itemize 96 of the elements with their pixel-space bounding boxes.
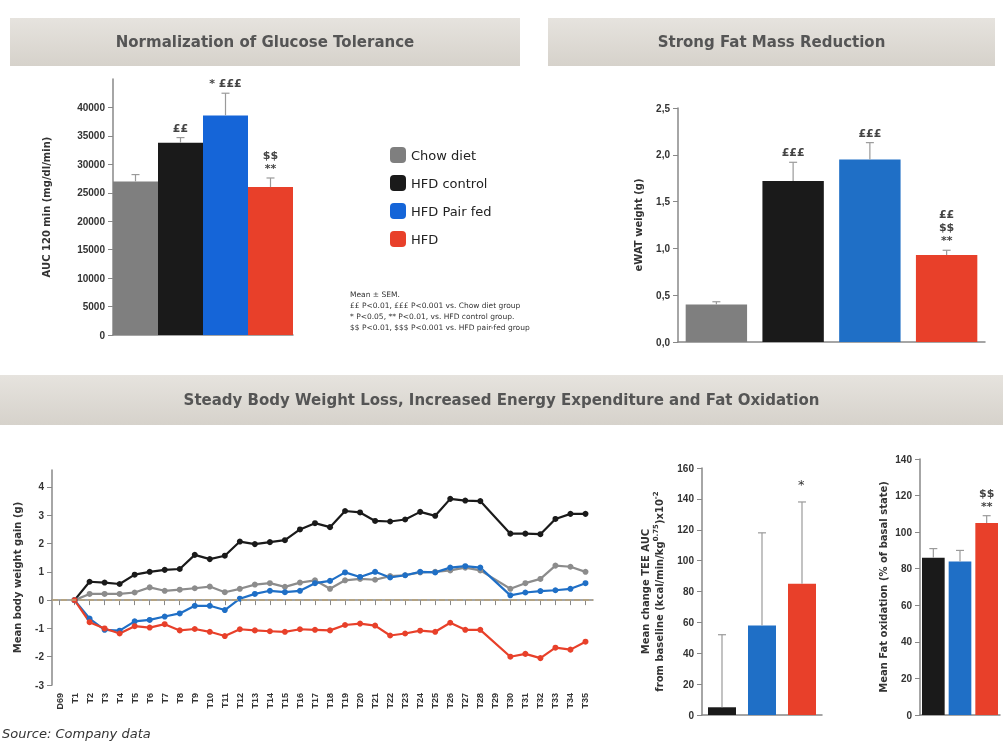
x-tick-label: T30 [505,693,516,709]
y-tick-label: 0 [906,709,913,721]
legend-label: HFD Pair fed [411,203,492,219]
chart-title: Strong Fat Mass Reduction [548,18,995,66]
x-tick-label: T11 [219,693,230,709]
y-tick-label: 160 [677,462,695,474]
x-tick-label: T10 [204,693,215,709]
x-tick-label: T3 [99,693,110,704]
x-tick-label: T1 [69,693,80,704]
y-tick-label: 100 [895,526,913,538]
x-tick-label: T2 [84,693,95,704]
data-label: £££ [781,146,805,160]
x-tick-label: T20 [355,693,366,709]
x-tick-label: T18 [325,693,336,709]
x-tick-label: T25 [430,693,441,709]
y-tick-label: 0,5 [656,289,671,301]
y-tick-label: 120 [895,490,913,502]
x-tick-label: T22 [385,693,396,709]
x-tick-label: T5 [129,693,140,704]
y-tick-label: 3 [38,509,45,521]
x-tick-label: T19 [340,693,351,709]
x-tick-label: T12 [234,693,245,709]
y-tick-label: 2 [38,538,45,550]
y-tick-label: 1,0 [656,242,671,254]
y-tick-label: 60 [682,616,695,628]
x-tick-label: T23 [400,693,411,709]
x-tick-label: T28 [475,693,486,709]
x-tick-label: T9 [189,693,200,704]
legend-label: Chow diet [411,147,476,163]
y-tick-label: 0 [688,709,695,721]
data-label: £££ [858,126,882,140]
x-tick-label: T6 [144,693,155,704]
y-tick-label: 0,0 [656,336,671,348]
y-tick-label: 40000 [77,101,106,113]
source-note: Source: Company data [2,726,151,741]
y-tick-label: 2,5 [656,102,671,114]
x-tick-label: T17 [309,693,320,709]
y-tick-label: 25000 [77,187,106,199]
data-label: * £££ [209,77,242,91]
y-tick-label: -1 [35,622,45,634]
x-tick-label: T13 [249,693,260,709]
y-tick-label: 1 [38,566,45,578]
data-label: $$ ** [262,148,279,175]
y-axis-title: eWAT weight (g) [632,178,644,272]
y-tick-label: 80 [900,563,913,575]
x-tick-label: T4 [114,693,125,704]
y-tick-label: 40 [900,636,913,648]
x-tick-label: T21 [370,693,381,709]
legend-label: HFD [411,231,439,247]
y-tick-label: 5000 [82,301,106,313]
y-tick-label: 100 [677,555,695,567]
y-tick-label: 80 [682,586,695,597]
y-tick-label: 40 [682,647,695,659]
annotation: * [798,477,805,492]
x-tick-label: T33 [550,693,561,709]
x-tick-label: T35 [580,693,591,709]
y-tick-label: 120 [677,524,695,536]
y-tick-label: 140 [895,453,913,465]
x-tick-label: T16 [294,693,305,709]
chart-title: Normalization of Glucose Tolerance [10,18,520,66]
x-tick-label: T8 [174,693,185,704]
data-label: ££ [172,121,189,135]
y-tick-label: -2 [35,651,45,663]
y-tick-label: 35000 [77,130,106,142]
y-tick-label: 0 [38,594,45,606]
y-tick-label: 20 [900,672,913,684]
y-tick-label: 60 [900,599,913,611]
x-tick-label: T15 [279,693,290,709]
x-tick-label: T14 [264,693,275,709]
y-tick-label: 140 [677,493,695,505]
x-tick-label: D69 [54,693,65,710]
x-tick-label: T31 [520,693,531,709]
y-axis-title: AUC 120 min (mg/dl/min) [40,136,52,278]
y-tick-label: 1,5 [656,196,671,208]
x-tick-label: T26 [445,693,456,709]
y-axis-title: Mean Fat oxidation (% of basal state) [877,481,889,693]
data-label: $$ ** [979,486,995,513]
x-tick-label: T32 [535,693,546,709]
legend-label: HFD control [411,175,488,191]
y-tick-label: 20000 [77,215,106,227]
chart-title: Steady Body Weight Loss, Increased Energy Expenditure and Fat Oxidation [0,375,1003,425]
x-tick-label: T29 [490,693,501,709]
x-tick-label: T27 [460,693,471,709]
y-tick-label: 30000 [77,158,106,170]
y-tick-label: 10000 [77,272,106,284]
y-axis-title: Mean body weight gain (g) [11,501,23,654]
x-tick-label: T34 [565,693,576,709]
x-tick-label: T24 [415,693,426,709]
y-tick-label: 20 [682,678,695,690]
y-tick-label: 2,0 [656,149,671,161]
x-tick-label: T7 [159,693,170,704]
data-label: ££ $$ ** [938,208,955,248]
y-tick-label: 0 [99,329,106,341]
y-tick-label: 15000 [77,244,106,256]
y-tick-label: -3 [35,679,45,691]
y-tick-label: 4 [38,481,45,493]
